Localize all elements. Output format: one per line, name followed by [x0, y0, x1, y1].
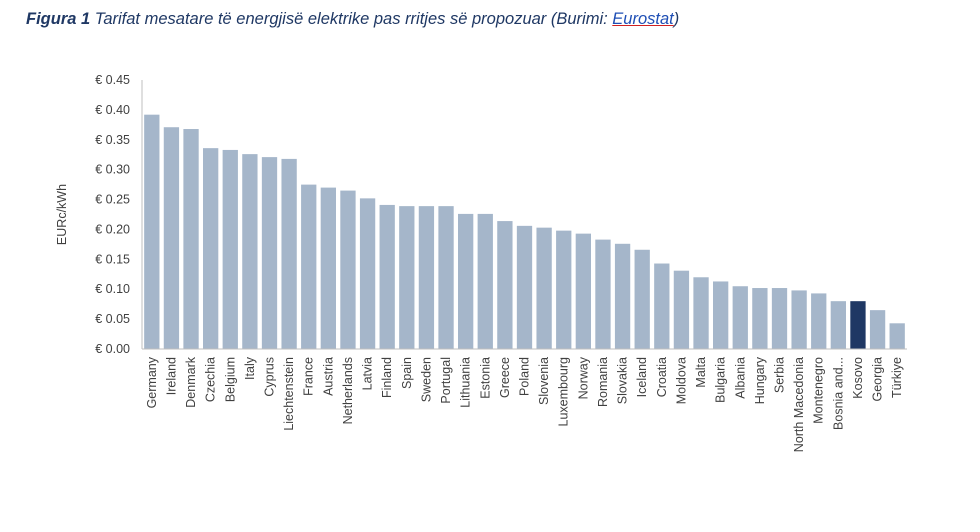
- x-tick-label: Estonia: [478, 357, 492, 399]
- x-tick-label: Montenegro: [812, 357, 826, 424]
- x-tick-label: Moldova: [674, 357, 688, 404]
- bar-belgium: [222, 149, 238, 349]
- x-tick-label: Lithuania: [459, 357, 473, 408]
- bar-georgia: [869, 310, 886, 349]
- x-tick-label: Malta: [694, 357, 708, 388]
- y-tick-label: € 0.25: [95, 193, 130, 207]
- x-tick-label: Slovenia: [537, 357, 551, 405]
- bar-lithuania: [458, 213, 474, 349]
- bar-montenegro: [811, 293, 827, 349]
- bar-estonia: [477, 213, 493, 349]
- bar-greece: [497, 221, 513, 349]
- x-tick-label: Netherlands: [341, 357, 355, 424]
- x-tick-label: Albania: [733, 357, 747, 399]
- bar-germany: [144, 114, 160, 349]
- bar-italy: [242, 154, 258, 349]
- bar-croatia: [654, 263, 670, 349]
- figure-caption-text: Tarifat mesatare të energjisë elektrike …: [90, 10, 613, 28]
- x-tick-label: Bosnia and...: [831, 357, 845, 430]
- bar-iceland: [634, 249, 650, 349]
- bar-austria: [320, 187, 336, 349]
- figure-caption: Figura 1 Tarifat mesatare të energjisë e…: [26, 10, 679, 29]
- x-tick-label: Poland: [518, 357, 532, 396]
- x-tick-label: Portugal: [439, 357, 453, 404]
- bar-romania: [595, 239, 611, 349]
- x-tick-label: Iceland: [635, 357, 649, 397]
- y-tick-label: € 0.10: [95, 282, 130, 296]
- x-tick-label: Croatia: [655, 357, 669, 397]
- bar-slovenia: [536, 227, 552, 349]
- bar-sweden: [418, 206, 435, 349]
- x-tick-label: Austria: [321, 357, 335, 396]
- bar-serbia: [771, 288, 788, 349]
- x-tick-label: Liechtenstein: [282, 357, 296, 431]
- bar-kosovo: [850, 301, 866, 349]
- x-tick-label: Finland: [380, 357, 394, 398]
- bar-bosnia-and: [830, 301, 846, 349]
- bar-bulgaria: [713, 281, 729, 349]
- x-tick-label: Ireland: [164, 357, 178, 395]
- x-tick-label: Luxembourg: [557, 357, 571, 427]
- source-link[interactable]: Eurostat: [612, 10, 674, 28]
- bar-cyprus: [261, 157, 278, 349]
- bar-norway: [575, 233, 591, 349]
- x-tick-label: Greece: [498, 357, 512, 398]
- x-tick-label: Cyprus: [263, 357, 277, 397]
- x-tick-label: Georgia: [871, 357, 885, 402]
- bar-moldova: [673, 270, 690, 349]
- y-tick-label: € 0.40: [95, 103, 130, 117]
- bar-latvia: [359, 198, 376, 349]
- x-tick-label: Bulgaria: [714, 357, 728, 403]
- x-tick-label: Slovakia: [616, 357, 630, 404]
- figure-caption-tail: ): [673, 10, 680, 28]
- y-tick-label: € 0.35: [95, 133, 130, 147]
- y-tick-label: € 0.30: [95, 163, 130, 177]
- x-tick-label: Sweden: [419, 357, 433, 402]
- y-tick-label: € 0.00: [95, 342, 130, 356]
- x-tick-label: Hungary: [753, 356, 767, 404]
- y-axis-title: EURc/kWh: [55, 184, 69, 245]
- bar-north-macedonia: [791, 290, 807, 349]
- x-tick-label: Germany: [145, 356, 159, 408]
- y-tick-label: € 0.20: [95, 222, 130, 236]
- y-tick-label: € 0.05: [95, 312, 130, 326]
- bar-france: [301, 184, 317, 349]
- bar-spain: [399, 206, 415, 349]
- bar-czechia: [203, 148, 219, 349]
- x-tick-label: Italy: [243, 356, 257, 380]
- bar-poland: [516, 225, 533, 349]
- bar-slovakia: [614, 243, 631, 349]
- figure-caption-lead: Figura 1: [26, 10, 91, 28]
- bar-t-rkiye: [889, 323, 905, 349]
- x-tick-label: Czechia: [204, 357, 218, 402]
- y-tick-label: € 0.15: [95, 252, 130, 266]
- bar-hungary: [752, 288, 768, 349]
- bar-luxembourg: [556, 230, 572, 349]
- x-tick-label: Norway: [576, 356, 590, 399]
- x-tick-label: Türkiye: [890, 357, 904, 398]
- x-tick-label: France: [302, 357, 316, 396]
- x-tick-label: Kosovo: [851, 357, 865, 399]
- bar-portugal: [438, 206, 454, 349]
- x-tick-label: Spain: [400, 357, 414, 389]
- bar-denmark: [183, 129, 199, 349]
- x-tick-label: Belgium: [223, 357, 237, 402]
- bar-malta: [693, 277, 709, 349]
- x-tick-label: North Macedonia: [792, 357, 806, 452]
- bar-albania: [732, 286, 748, 349]
- bar-ireland: [163, 127, 180, 349]
- x-tick-label: Denmark: [184, 356, 198, 407]
- x-tick-label: Serbia: [773, 357, 787, 393]
- y-tick-label: € 0.45: [95, 73, 130, 87]
- bar-liechtenstein: [281, 158, 297, 349]
- x-tick-label: Latvia: [361, 357, 375, 390]
- x-tick-label: Romania: [596, 357, 610, 407]
- bar-finland: [379, 204, 395, 349]
- bar-netherlands: [340, 190, 356, 349]
